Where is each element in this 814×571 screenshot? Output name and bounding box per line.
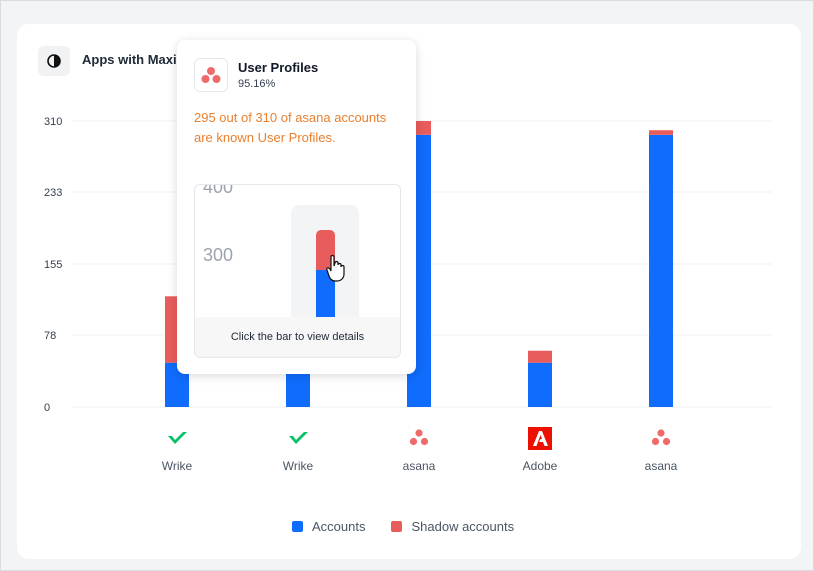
bar-accounts[interactable] bbox=[528, 362, 552, 407]
x-category-label: Adobe bbox=[523, 459, 558, 473]
cursor-hand-icon bbox=[326, 254, 345, 282]
x-category-label: Wrike bbox=[162, 459, 193, 473]
half-circle-icon[interactable] bbox=[38, 46, 70, 76]
tooltip-preview: 400 300 Click the bar to view details bbox=[194, 184, 401, 358]
adobe-logo-icon bbox=[528, 427, 552, 450]
bar-tooltip: User Profiles 95.16% 295 out of 310 of a… bbox=[177, 40, 416, 374]
legend-item-accounts[interactable]: Accounts bbox=[292, 519, 365, 534]
wrike-check-icon bbox=[289, 432, 308, 444]
bar-shadow-accounts[interactable] bbox=[649, 130, 673, 135]
bar-accounts[interactable] bbox=[649, 134, 673, 407]
y-tick-label: 233 bbox=[44, 187, 62, 199]
y-tick-label: 155 bbox=[44, 259, 62, 271]
legend-swatch-shadow-accounts bbox=[391, 521, 403, 532]
y-tick-label: 0 bbox=[44, 402, 50, 414]
x-category-label: Wrike bbox=[283, 459, 314, 473]
preview-tick-300: 300 bbox=[203, 245, 233, 265]
preview-bar-shadow bbox=[316, 230, 335, 274]
tooltip-hint: Click the bar to view details bbox=[195, 317, 400, 357]
bar-shadow-accounts[interactable] bbox=[528, 350, 552, 363]
asana-dots-icon bbox=[409, 429, 429, 446]
x-category-label: asana bbox=[403, 459, 436, 473]
preview-illustration: 400 300 bbox=[203, 185, 359, 345]
tooltip-percent: 95.16% bbox=[238, 78, 276, 90]
tooltip-title: User Profiles bbox=[238, 60, 319, 75]
preview-tick-400: 400 bbox=[203, 185, 233, 197]
legend-item-shadow-accounts[interactable]: Shadow accounts bbox=[391, 519, 514, 534]
legend-swatch-accounts bbox=[292, 521, 303, 532]
chart-title: Apps with Maxi bbox=[82, 52, 177, 67]
tooltip-message: 295 out of 310 of asana accounts are kno… bbox=[194, 110, 387, 145]
wrike-check-icon bbox=[168, 432, 187, 444]
legend-label-shadow-accounts: Shadow accounts bbox=[411, 519, 515, 534]
legend-label-accounts: Accounts bbox=[312, 519, 366, 534]
y-tick-label: 78 bbox=[44, 330, 56, 342]
asana-logo-icon bbox=[194, 58, 228, 92]
y-tick-label: 310 bbox=[44, 116, 62, 128]
legend: Accounts Shadow accounts bbox=[292, 519, 514, 534]
x-category-label: asana bbox=[645, 459, 678, 473]
preview-bar-accounts bbox=[316, 270, 335, 330]
asana-dots-icon bbox=[651, 429, 671, 446]
